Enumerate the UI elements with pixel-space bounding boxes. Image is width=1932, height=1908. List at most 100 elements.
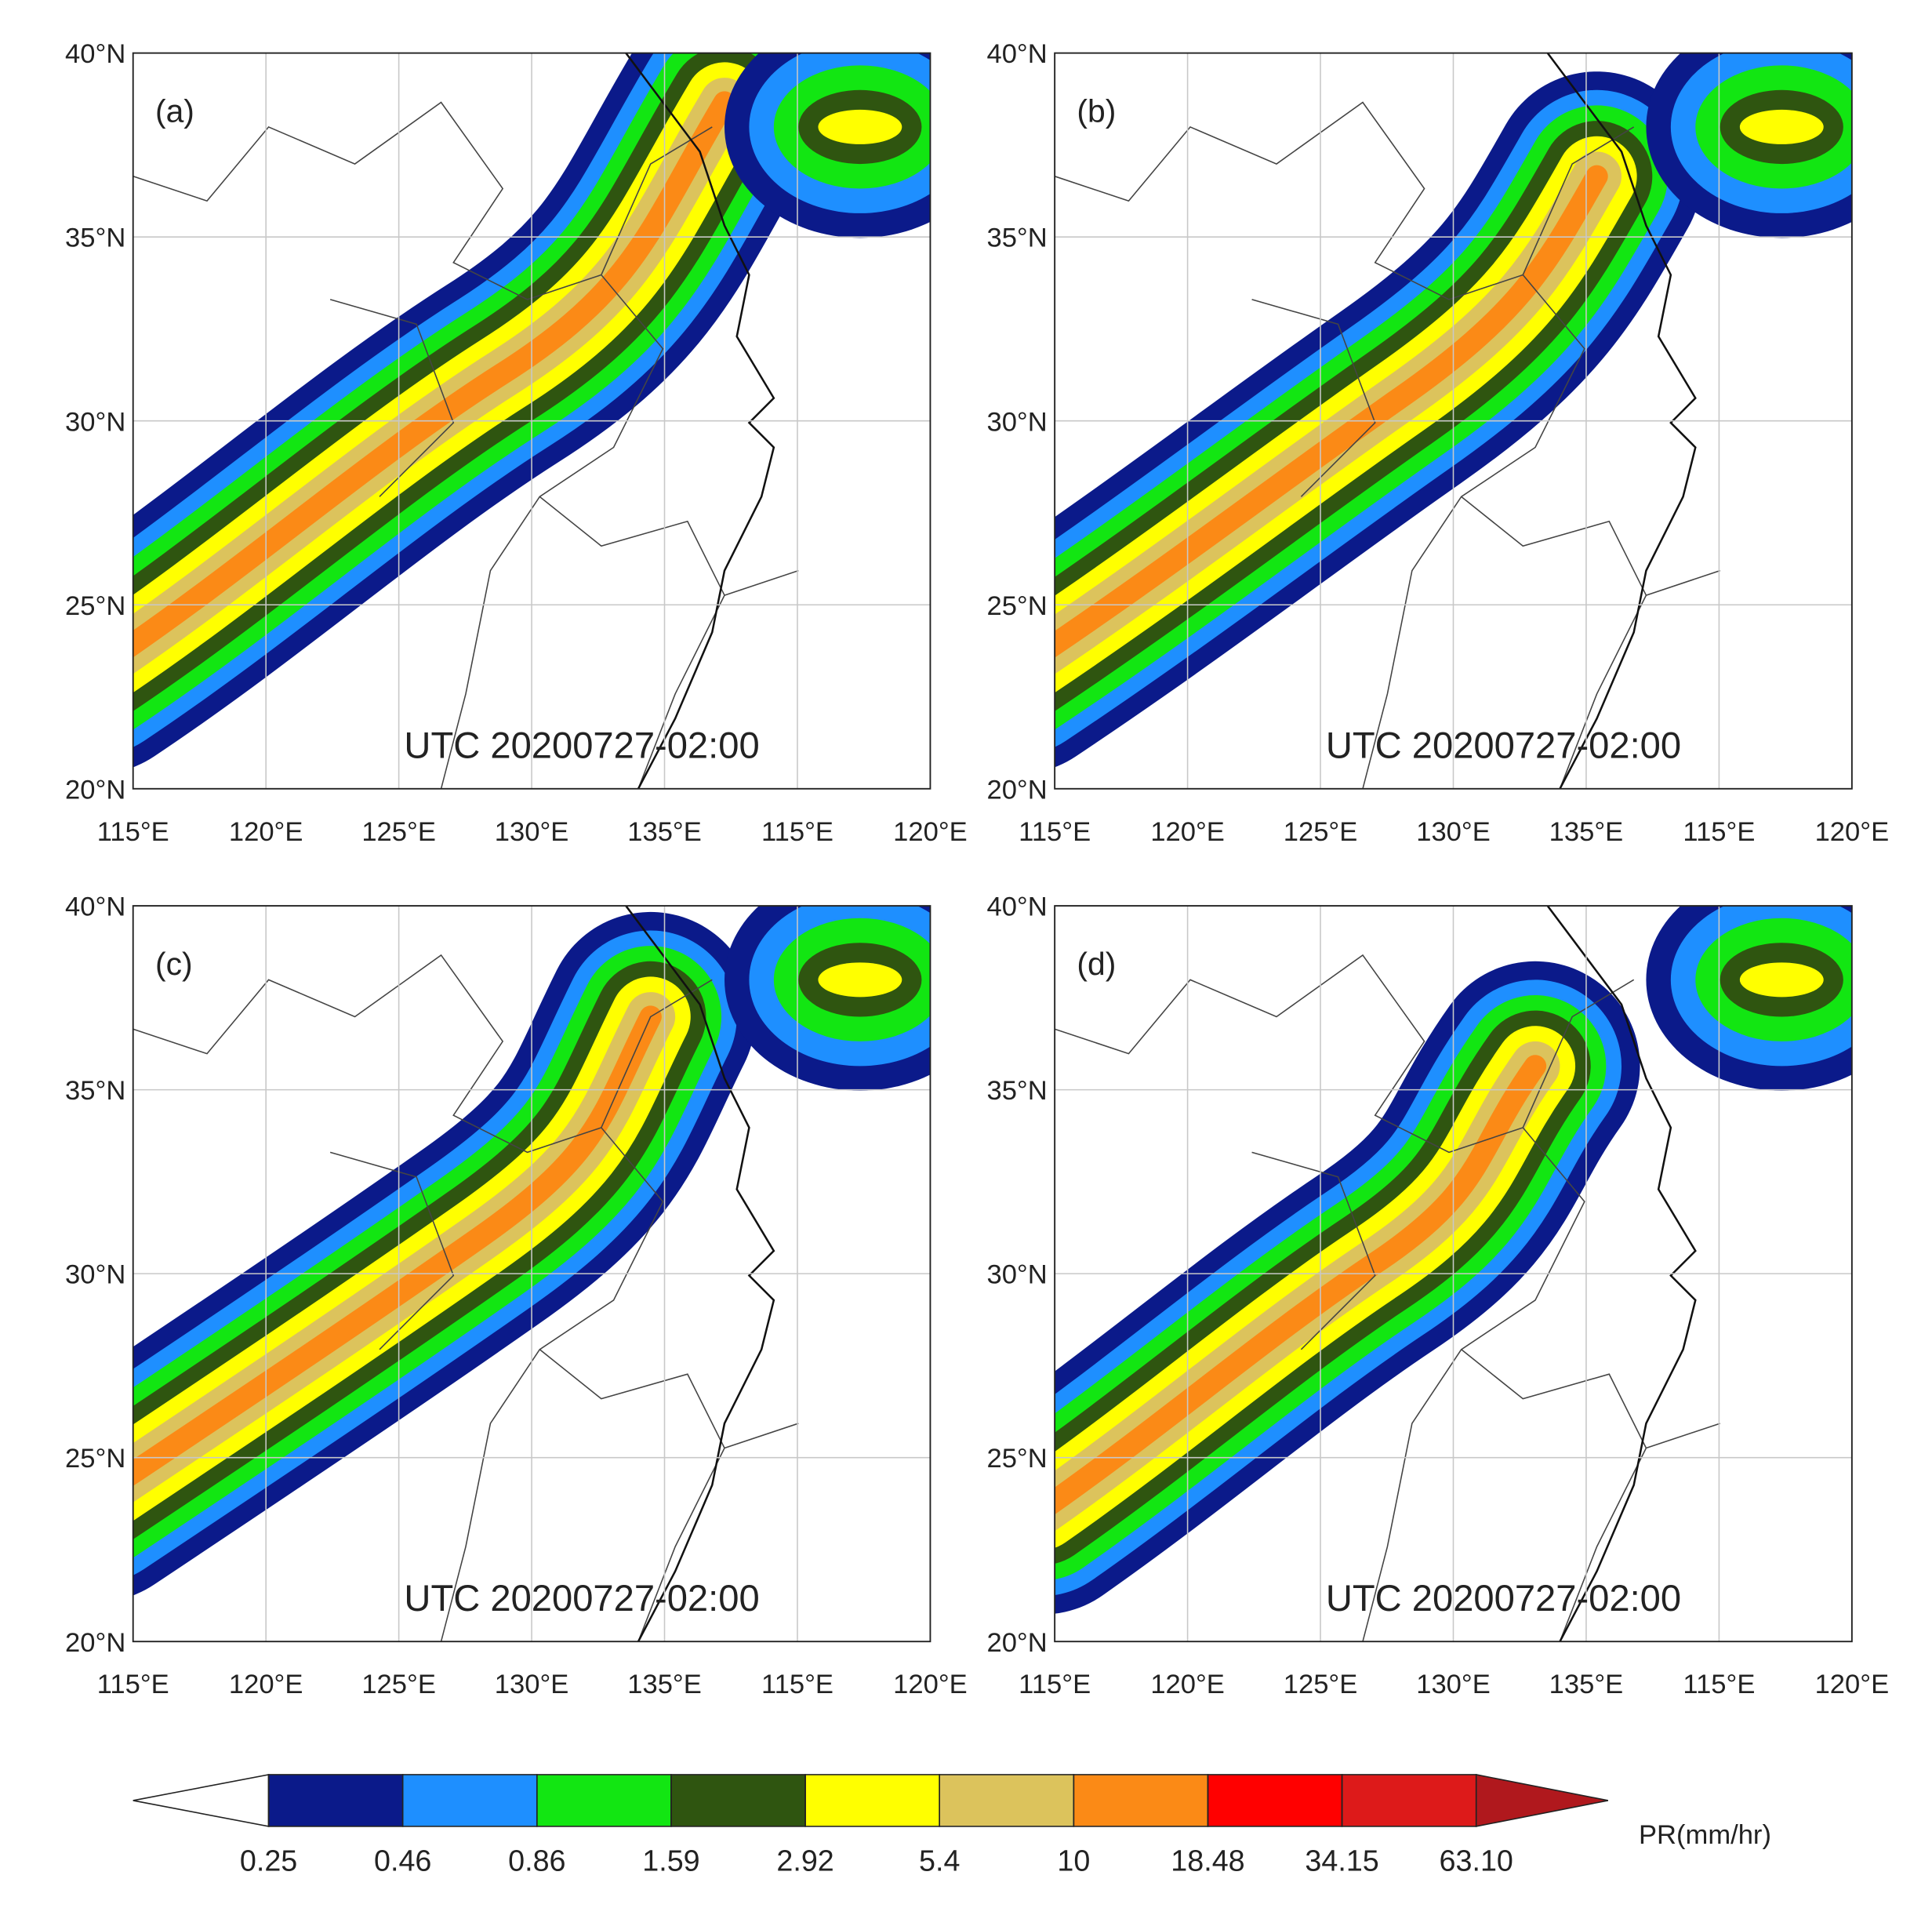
lon-tick-label: 135°E <box>627 817 702 847</box>
panel-frame <box>1054 52 1853 790</box>
lon-tick-label: 115°E <box>761 1670 833 1699</box>
lat-tick-label: 25°N <box>65 1444 125 1474</box>
colorbar-level: 10 <box>1057 1844 1090 1877</box>
lat-tick-label: 30°N <box>65 407 125 437</box>
colorbar-box <box>1341 1774 1477 1827</box>
colorbar-under <box>133 1773 270 1827</box>
lon-tick-label: 135°E <box>1549 817 1624 847</box>
colorbar-level: 0.25 <box>240 1844 297 1877</box>
lat-tick-label: 20°N <box>65 1628 125 1658</box>
precip-band <box>1055 165 1608 658</box>
lat-tick-label: 40°N <box>986 39 1047 69</box>
lon-tick-label: 115°E <box>97 1670 169 1699</box>
lat-tick-label: 25°N <box>65 591 125 621</box>
precip-field <box>1055 53 1852 789</box>
lat-tick-label: 25°N <box>986 591 1047 621</box>
coastline <box>1546 53 1697 789</box>
precip-cluster <box>818 109 902 144</box>
colorbar-box <box>401 1774 538 1827</box>
map-panel: 40°N 35°N 30°N 25°N 20°N 115°E 120°E 125°E 130°E… <box>65 39 968 847</box>
coastline <box>1546 906 1697 1642</box>
timestamp: UTC 20200727-02:00 <box>1326 725 1681 766</box>
lon-tick-label: 135°E <box>627 1670 702 1699</box>
lon-tick-label: 120°E <box>229 1670 303 1699</box>
panel-frame <box>132 52 932 790</box>
lon-tick-label: 125°E <box>1284 1670 1358 1699</box>
province-border <box>133 954 799 1642</box>
timestamp: UTC 20200727-02:00 <box>1326 1577 1681 1619</box>
lon-tick-label: 120°E <box>1815 1670 1890 1699</box>
lat-tick-label: 40°N <box>986 892 1047 922</box>
lat-tick-label: 20°N <box>986 775 1047 805</box>
lon-tick-label: 130°E <box>495 817 569 847</box>
precip-field <box>1055 906 1852 1642</box>
panel-label: (b) <box>1077 93 1116 129</box>
panel-frame <box>132 905 932 1643</box>
coastline <box>625 53 775 789</box>
colorbar-level: 1.59 <box>642 1844 699 1877</box>
precip-band <box>133 91 736 658</box>
lon-tick-label: 115°E <box>1019 817 1091 847</box>
lon-tick-label: 120°E <box>1815 817 1890 847</box>
lat-tick-label: 30°N <box>65 1260 125 1290</box>
colorbar-level: 0.86 <box>508 1844 565 1877</box>
map-panel: 40°N 35°N 30°N 25°N 20°N 115°E 120°E 125°E 130°E… <box>986 892 1890 1700</box>
lon-tick-label: 125°E <box>361 1670 436 1699</box>
map-panel: 40°N 35°N 30°N 25°N 20°N 115°E 120°E 125°E 130°E… <box>65 892 968 1700</box>
lon-tick-label: 115°E <box>97 817 169 847</box>
lat-tick-label: 20°N <box>986 1628 1047 1658</box>
province-border <box>1055 954 1720 1642</box>
lat-tick-label: 20°N <box>65 775 125 805</box>
colorbar-level: 5.4 <box>919 1844 960 1877</box>
precip-cluster <box>818 962 902 998</box>
lat-tick-label: 35°N <box>986 224 1047 253</box>
panel-label: (c) <box>155 946 193 982</box>
colorbar-box <box>804 1774 940 1827</box>
colorbar-box <box>1073 1774 1209 1827</box>
province-border <box>133 101 799 789</box>
lon-tick-label: 120°E <box>1150 1670 1225 1699</box>
colorbar-level: 34.15 <box>1305 1844 1378 1877</box>
lon-tick-label: 130°E <box>1416 817 1491 847</box>
map-panel: 40°N 35°N 30°N 25°N 20°N 115°E 120°E 125°E 130°E… <box>986 39 1890 847</box>
colorbar-level: 18.48 <box>1171 1844 1244 1877</box>
colorbar-box <box>670 1774 806 1827</box>
lon-tick-label: 115°E <box>1683 817 1755 847</box>
lon-tick-label: 125°E <box>1284 817 1358 847</box>
precip-band <box>133 1005 662 1486</box>
lon-tick-label: 120°E <box>893 1670 968 1699</box>
precip-band <box>1055 1055 1547 1515</box>
colorbar-level: 2.92 <box>776 1844 833 1877</box>
precip-field <box>133 53 931 789</box>
colorbar-over <box>1475 1773 1609 1827</box>
lon-tick-label: 115°E <box>1683 1670 1755 1699</box>
colorbar-box <box>939 1774 1075 1827</box>
precip-field <box>133 906 931 1642</box>
province-border <box>1055 101 1720 789</box>
lat-tick-label: 35°N <box>986 1076 1047 1106</box>
lat-tick-label: 25°N <box>986 1444 1047 1474</box>
colorbar-box <box>1207 1774 1343 1827</box>
precip-cluster <box>1739 109 1824 144</box>
colorbar-label: PR(mm/hr) <box>1639 1820 1771 1850</box>
lon-tick-label: 115°E <box>761 817 833 847</box>
colorbar-box <box>267 1774 404 1827</box>
lon-tick-label: 120°E <box>229 817 303 847</box>
precip-cluster <box>1739 962 1824 998</box>
panel-frame <box>1054 905 1853 1643</box>
lat-tick-label: 35°N <box>65 1076 125 1106</box>
colorbar-level: 63.10 <box>1440 1844 1513 1877</box>
coastline <box>625 906 775 1642</box>
lon-tick-label: 125°E <box>361 817 436 847</box>
lon-tick-label: 130°E <box>495 1670 569 1699</box>
lon-tick-label: 135°E <box>1549 1670 1624 1699</box>
timestamp: UTC 20200727-02:00 <box>404 725 759 766</box>
lon-tick-label: 120°E <box>893 817 968 847</box>
lat-tick-label: 40°N <box>65 39 125 69</box>
lat-tick-label: 30°N <box>986 1260 1047 1290</box>
colorbar-box <box>536 1774 672 1827</box>
lat-tick-label: 40°N <box>65 892 125 922</box>
panel-label: (d) <box>1077 946 1116 982</box>
